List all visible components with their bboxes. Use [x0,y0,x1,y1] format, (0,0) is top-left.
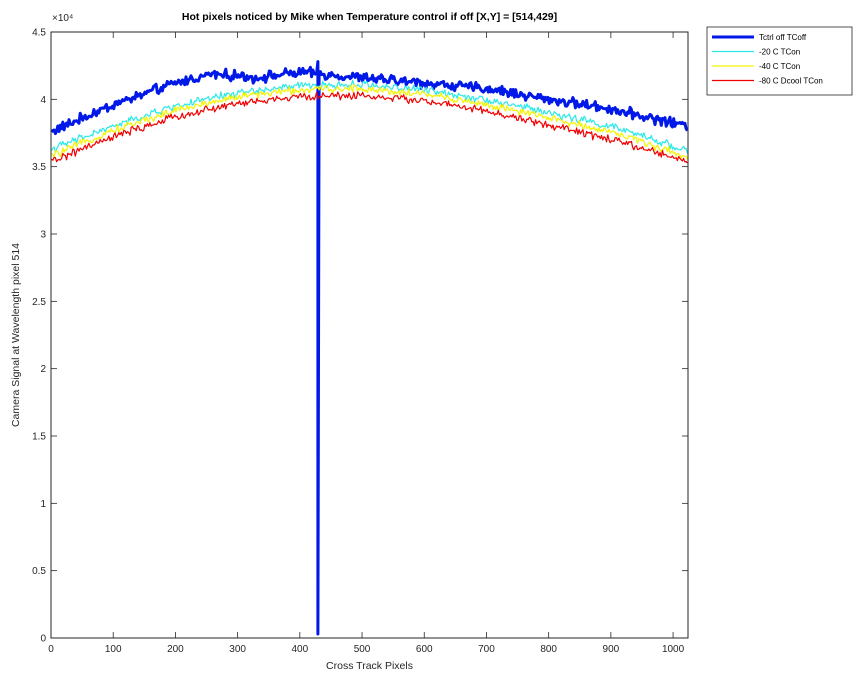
legend-items: Tctrl off TCoff -20 C TCon -40 C TCon -80 C… [712,33,823,86]
x-tick-label: 300 [229,644,246,655]
y-tick-label: 0 [40,634,46,645]
x-tick-label: 400 [291,644,308,655]
x-tick-label: 900 [603,644,620,655]
x-tick-label: 800 [540,644,557,655]
chart-title: Hot pixels noticed by Mike when Temperat… [182,11,557,23]
y-tick-label: 4.5 [32,28,46,39]
x-tick-label: 200 [167,644,184,655]
y-tick-label: 3 [40,230,46,241]
tick-layer: 0 100 200 300 400 500 600 700 800 900 1000 0 0.5 1 1.5… [32,28,688,655]
legend-label: -80 C Dcool TCon [759,77,823,86]
legend-label: -20 C TCon [759,48,800,57]
plot-area [51,32,688,638]
y-axis-label: Camera Signal at Wavelength pixel 514 [10,243,22,427]
x-axis-label: Cross Track Pixels [326,660,413,672]
series-line [51,84,688,160]
plot-frame [50,31,689,639]
series-line [50,60,689,636]
series-layer [50,60,689,636]
y-tick-label: 2 [40,364,46,375]
y-tick-label: 1 [40,499,46,510]
legend: Tctrl off TCoff -20 C TCon -40 C TCon -80 C… [706,26,853,96]
y-tick-label: 3.5 [32,162,46,173]
x-tick-label: 500 [354,644,371,655]
series-line [51,91,688,164]
y-tick-label: 4 [40,95,46,106]
y-exponent-label: ×10⁴ [52,13,73,24]
y-tick-label: 2.5 [32,297,46,308]
y-tick-label: 0.5 [32,566,46,577]
x-tick-label: 1000 [662,644,685,655]
x-tick-label: 100 [105,644,122,655]
x-tick-label: 600 [416,644,433,655]
y-tick-label: 1.5 [32,432,46,443]
x-tick-label: 700 [478,644,495,655]
legend-label: -40 C TCon [759,62,800,71]
legend-label: Tctrl off TCoff [759,33,807,42]
x-tick-label: 0 [48,644,54,655]
